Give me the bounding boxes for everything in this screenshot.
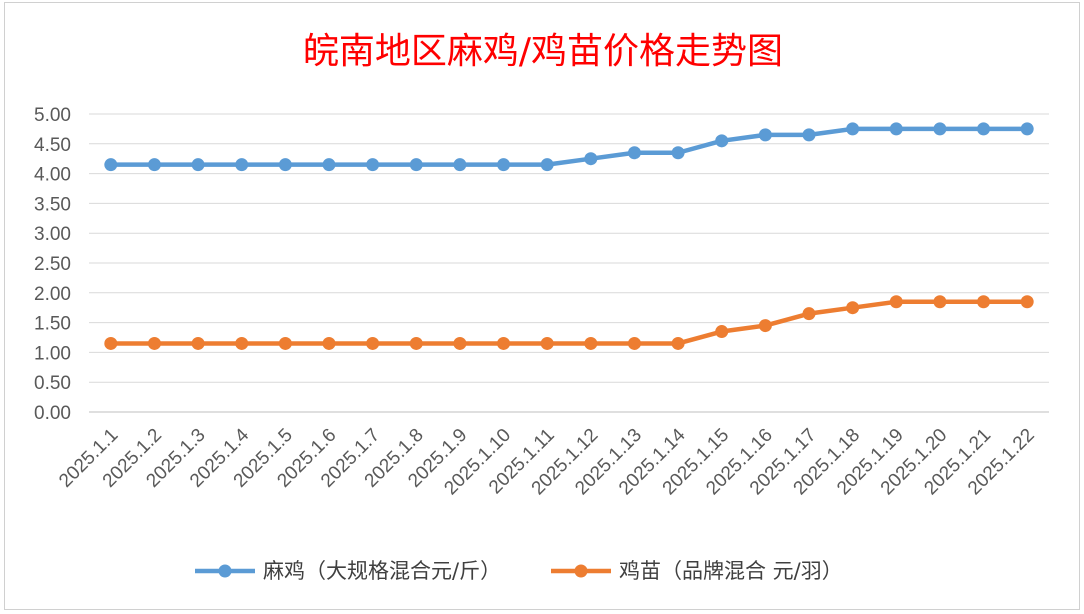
data-point [802,307,816,321]
data-point [322,336,336,350]
legend-label: 麻鸡（大规格混合元/斤） [263,559,501,583]
legend-swatch-marker [218,564,232,578]
y-tick-label: 3.00 [34,224,71,245]
data-point [671,336,685,350]
data-point [584,152,598,166]
y-tick-label: 4.50 [34,135,71,156]
data-point [715,134,729,148]
data-point [366,336,380,350]
legend-label: 鸡苗（品牌混合 元/羽） [619,559,843,583]
data-point [409,158,423,172]
data-point [627,146,641,160]
data-point [191,158,205,172]
y-tick-label: 0.50 [34,373,71,394]
data-point [889,295,903,309]
data-point [584,336,598,350]
data-point [627,336,641,350]
data-point [715,325,729,339]
data-point [235,158,249,172]
data-point [540,158,554,172]
y-tick-label: 1.50 [34,314,71,335]
data-point [409,336,423,350]
x-axis: 2025.1.12025.1.22025.1.32025.1.42025.1.5… [55,424,1039,499]
data-point [497,158,511,172]
data-point [933,295,947,309]
data-point [540,336,554,350]
y-tick-label: 2.00 [34,284,71,305]
data-point [671,146,685,160]
y-tick-label: 5.00 [34,105,71,126]
data-point [366,158,380,172]
data-point [497,336,511,350]
series-line [108,126,1030,167]
data-point [278,336,292,350]
series-1 [104,122,1034,172]
line-chart: 皖南地区麻鸡/鸡苗价格走势图 0.00 0.50 1.00 1.50 2.00 2.50 3… [34,31,1049,583]
data-point [147,158,161,172]
y-tick-label: 2.50 [34,254,71,275]
legend-item: 鸡苗（品牌混合 元/羽） [551,559,843,583]
data-point [1020,295,1034,309]
chart-title: 皖南地区麻鸡/鸡苗价格走势图 [303,31,783,72]
y-tick-label: 1.00 [34,343,71,364]
data-point [977,122,991,136]
y-tick-label: 3.50 [34,194,71,215]
legend-item: 麻鸡（大规格混合元/斤） [195,559,501,583]
data-point [235,336,249,350]
y-axis: 0.00 0.50 1.00 1.50 2.00 2.50 3.00 3.50 4.00 4.50… [34,105,71,424]
data-point [933,122,947,136]
y-tick-label: 4.00 [34,165,71,186]
data-point [889,122,903,136]
chart-area: 皖南地区麻鸡/鸡苗价格走势图 0.00 0.50 1.00 1.50 2.00 2.50 3… [4,2,1080,610]
series-lines [104,122,1034,350]
y-tick-label: 0.00 [34,403,71,424]
legend-swatch-marker [574,564,588,578]
data-point [278,158,292,172]
data-point [977,295,991,309]
data-point [104,336,118,350]
data-point [846,301,860,315]
data-point [1020,122,1034,136]
data-point [147,336,161,350]
data-point [104,158,118,172]
gridlines [89,113,1049,413]
data-point [846,122,860,136]
data-point [758,128,772,142]
data-point [453,336,467,350]
data-point [322,158,336,172]
series-line [108,299,1030,346]
data-point [802,128,816,142]
legend: 麻鸡（大规格混合元/斤） 鸡苗（品牌混合 元/羽） [195,559,843,583]
data-point [191,336,205,350]
series-2 [104,295,1034,350]
data-point [758,319,772,333]
data-point [453,158,467,172]
